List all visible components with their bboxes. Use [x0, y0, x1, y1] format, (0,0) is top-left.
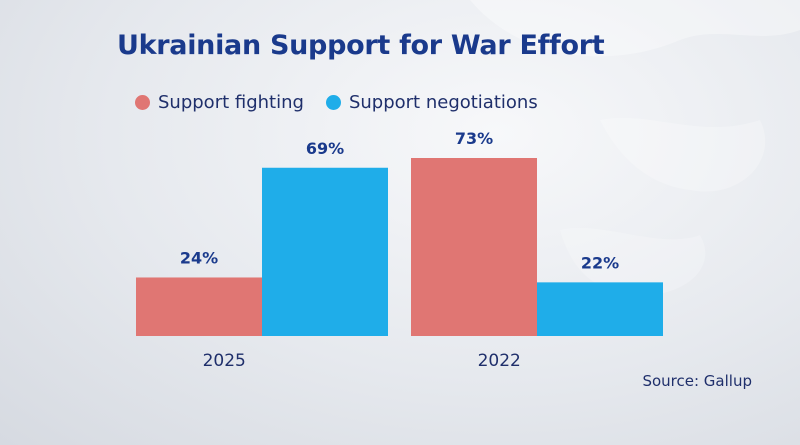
bar-negotiations-2022	[537, 282, 663, 336]
value-label-negotiations-2025: 69%	[306, 139, 344, 158]
value-label-fighting-2022: 73%	[455, 129, 493, 148]
chart-title: Ukrainian Support for War Effort	[117, 30, 605, 61]
legend-item-negotiations: Support negotiations	[325, 92, 538, 113]
legend-dot-fighting-icon	[135, 95, 150, 110]
legend-item-fighting: Support fighting	[135, 92, 304, 113]
bar-fighting-2025	[136, 277, 262, 336]
legend: Support fighting Support negotiations	[135, 92, 560, 113]
legend-dot-negotiations-icon	[325, 95, 341, 110]
legend-label-negotiations: Support negotiations	[348, 92, 538, 113]
category-label-2025: 2025	[203, 351, 246, 371]
value-label-fighting-2025: 24%	[180, 248, 218, 267]
bar-fighting-2022	[411, 158, 537, 336]
value-label-negotiations-2022: 22%	[581, 253, 619, 272]
category-label-2022: 2022	[478, 351, 521, 371]
legend-label-fighting: Support fighting	[158, 92, 304, 113]
bar-negotiations-2025	[262, 167, 388, 336]
source-note: Source: Gallup	[642, 372, 752, 390]
